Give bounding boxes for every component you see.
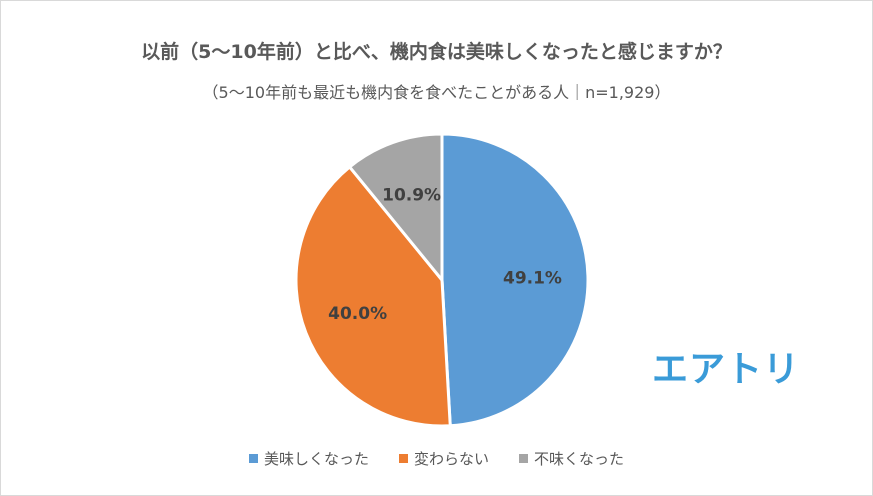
slice-unchanged (294, 164, 452, 428)
chart-title: 以前（5〜10年前）と比べ、機内食は美味しくなったと感じますか？ (141, 41, 732, 63)
legend-item-improved: 美味しくなった (248, 448, 369, 469)
legend-label-unchanged: 変わらない (413, 450, 489, 468)
slice-worse (347, 132, 444, 285)
data-label-unchanged: 40.0% (328, 304, 387, 324)
legend-label-worse: 不味くなった (534, 450, 625, 468)
legend-swatch-improved (248, 454, 258, 463)
legend-item-worse: 不味くなった (519, 448, 624, 469)
legend-item-unchanged: 変わらない (398, 448, 489, 469)
chart-legend: 美味しくなった 変わらない 不味くなった (0, 448, 873, 469)
chart-subtitle: （5〜10年前も最近も機内食を食べたことがある人｜n=1,929） (202, 83, 671, 102)
legend-label-improved: 美味しくなった (263, 450, 369, 468)
data-label-worse: 10.9% (382, 186, 441, 206)
legend-swatch-unchanged (398, 454, 408, 463)
slice-improved (440, 132, 590, 428)
data-label-improved: 49.1% (503, 268, 562, 288)
legend-swatch-worse (519, 454, 528, 463)
airtrip-logo: エアトリ (652, 349, 801, 390)
